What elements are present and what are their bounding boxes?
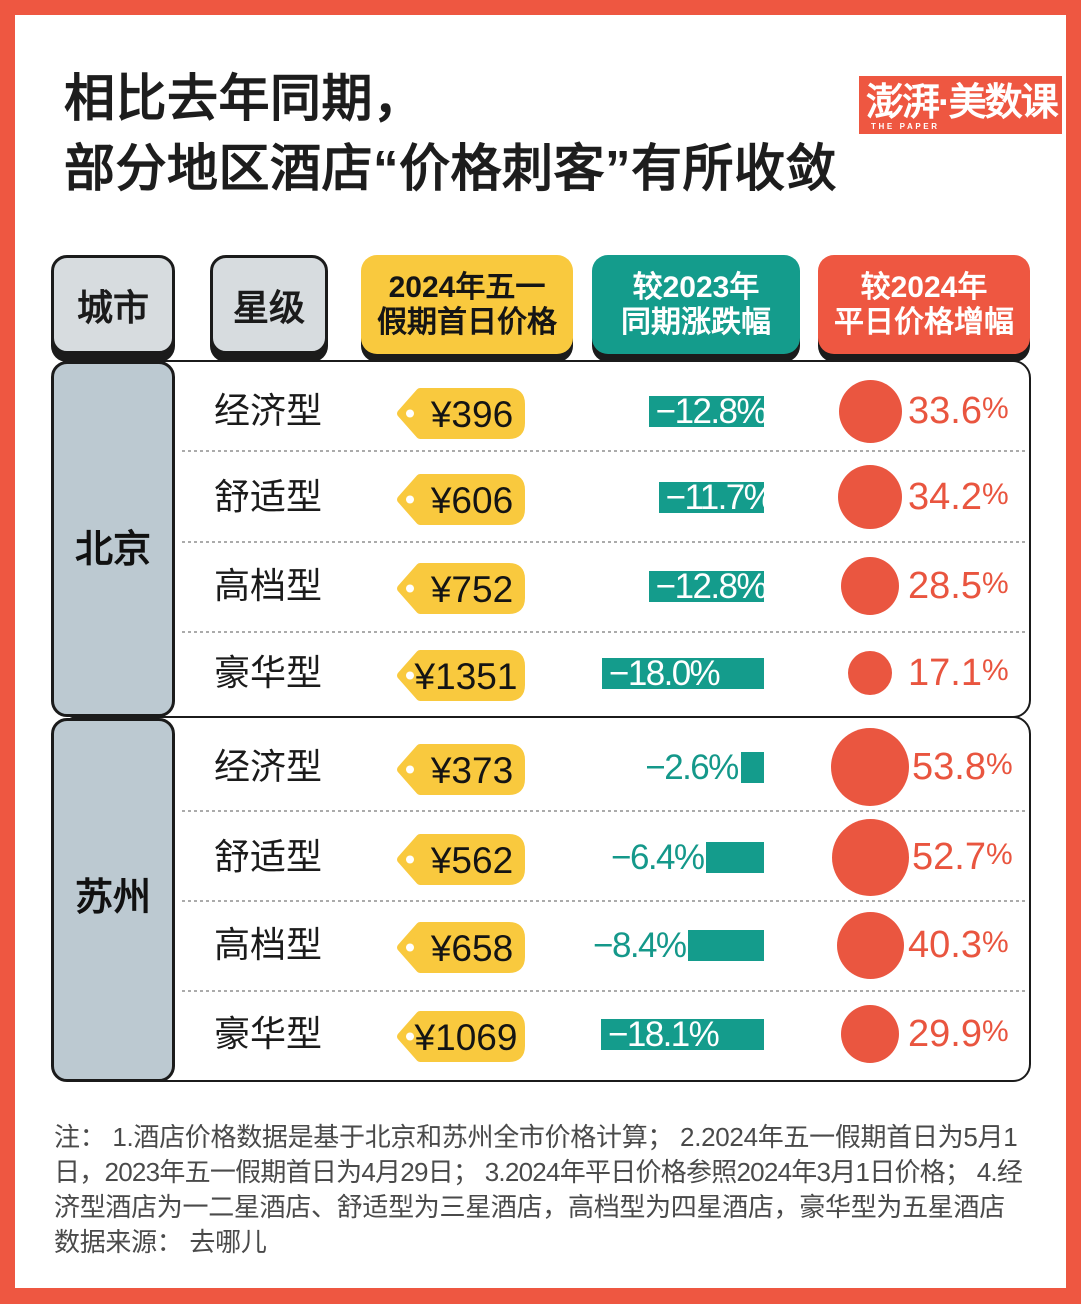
svg-text:¥658: ¥658 (430, 928, 513, 969)
svg-text:¥606: ¥606 (430, 480, 513, 521)
svg-text:¥373: ¥373 (430, 750, 513, 791)
svg-text:¥1351: ¥1351 (414, 656, 518, 697)
svg-text:¥562: ¥562 (430, 840, 513, 881)
svg-text:¥752: ¥752 (430, 569, 513, 610)
svg-text:¥1069: ¥1069 (414, 1017, 518, 1058)
svg-text:¥396: ¥396 (430, 394, 513, 435)
